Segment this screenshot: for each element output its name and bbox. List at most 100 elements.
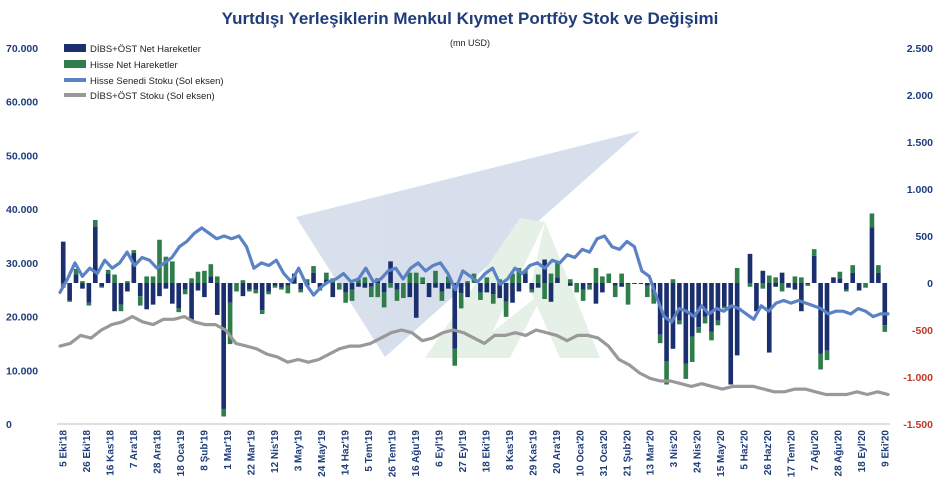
hisse-net-bar [876,265,881,273]
right-tick-label: 0 [927,278,933,290]
hisse-net-bar [157,239,162,283]
hisse-net-bar [272,285,278,288]
x-tick-label: 26 Eki'18 [82,430,93,473]
hisse-net-bar [407,272,413,283]
dibs-net-bar [433,283,438,288]
dibs-net-bar [105,273,111,283]
hisse-net-bar [542,283,547,299]
x-tick-label: 18 Oca'19 [176,430,187,477]
dibs-net-bar [612,283,618,286]
dibs-net-bar [490,283,496,295]
hisse-net-bar [715,320,721,326]
dibs-net-bar [227,283,233,303]
x-tick-label: 28 Ara'18 [153,430,164,474]
hisse-net-bar [131,250,137,253]
dibs-net-bar [702,283,708,317]
dibs-net-bar [458,283,464,294]
x-tick-label: 9 Eki'20 [881,430,892,467]
x-axis: 5 Eki'18 26 Eki'18 16 Kas'18 7 Ara'18 28 Ara… [59,430,892,478]
hisse-net-bar [125,281,130,283]
dibs-net-bar [214,283,220,315]
dibs-net-bar [189,283,194,320]
hisse-net-bar [702,316,708,324]
x-tick-label: 29 Kas'19 [528,430,539,476]
hisse-net-bar [413,272,419,283]
dibs-net-bar [754,283,759,312]
hisse-net-bar [535,274,541,283]
hisse-net-bar [401,283,406,299]
right-tick-label: -500 [912,325,933,337]
x-tick-label: 7 Ara'18 [129,430,140,469]
x-tick-label: 27 Eyl'19 [458,430,469,473]
hisse-net-bar [548,273,554,283]
legend: DİBS+ÖST Net Hareketler Hisse Net Hareke… [64,44,224,102]
dibs-net-bar [324,279,329,283]
dibs-net-bar [805,283,811,284]
hisse-net-bar [349,289,355,301]
hisse-net-bar [657,334,663,344]
dibs-net-bar [137,283,143,297]
dibs-net-bar [394,283,400,290]
left-tick-label: 10.000 [6,365,38,377]
chart-subtitle: (mn USD) [450,38,490,48]
dibs-net-bar [343,283,348,293]
dibs-net-bar [600,283,605,293]
hisse-net-bar [144,276,149,283]
x-tick-label: 3 May'19 [294,430,305,472]
x-tick-label: 21 Şub'20 [622,430,633,477]
dibs-net-bar [715,283,721,321]
dibs-net-bar [266,283,271,292]
hisse-net-bar [722,306,727,309]
hisse-net-bar [843,289,849,292]
hisse-net-bar [458,293,464,309]
dibs-net-bar [285,283,291,286]
dibs-net-bar [811,255,817,283]
hisse-net-bar [779,283,785,292]
hisse-net-bar [259,310,265,315]
dibs-net-bar [163,283,169,289]
dibs-net-bar [484,283,490,293]
hisse-net-bar [227,302,233,345]
dibs-net-bar [734,283,740,356]
legend-label-hisse-stock: Hisse Senedi Stoku (Sol eksen) [90,76,224,87]
dibs-net-bar [587,283,592,285]
hisse-net-bar [285,285,291,294]
dibs-net-bar [670,283,676,349]
dibs-net-bar [182,283,188,290]
dibs-net-bar [792,283,798,290]
hisse-net-bar [863,283,868,288]
dibs-net-bar [253,283,259,290]
dibs-net-bar [144,283,149,310]
hisse-net-bar [882,325,888,332]
dibs-net-bar [869,227,875,283]
hisse-net-bar [593,267,599,283]
hisse-net-bar [176,308,182,313]
legend-label-hisse-net: Hisse Net Hareketler [90,60,178,71]
hisse-net-bar [555,262,560,278]
dibs-net-bar [86,283,92,303]
x-tick-label: 18 Eki'19 [481,430,492,473]
hisse-net-bar [86,302,92,306]
hisse-net-bar [490,294,496,304]
dibs-net-bar [523,273,528,283]
dibs-net-bar [368,283,374,287]
hisse-net-bar [137,296,143,306]
hisse-net-bar [799,277,804,283]
hisse-net-bar [709,331,714,341]
hisse-net-bar [240,280,246,283]
hisse-net-bar [214,276,220,283]
dibs-net-bar [420,283,425,284]
hisse-net-bar [619,273,624,283]
hisse-net-bar [677,320,682,325]
hisse-net-bar [818,353,823,370]
dibs-net-bar [349,283,355,290]
hisse-net-bar [484,277,490,283]
hisse-net-bar [182,289,188,295]
right-tick-label: -1.500 [903,419,933,431]
left-tick-label: 0 [6,419,12,431]
dibs-net-bar [317,283,323,288]
hisse-net-bar [92,220,98,227]
dibs-net-bar [766,283,772,353]
hisse-net-bar [766,275,772,283]
dibs-net-bar [747,253,753,283]
